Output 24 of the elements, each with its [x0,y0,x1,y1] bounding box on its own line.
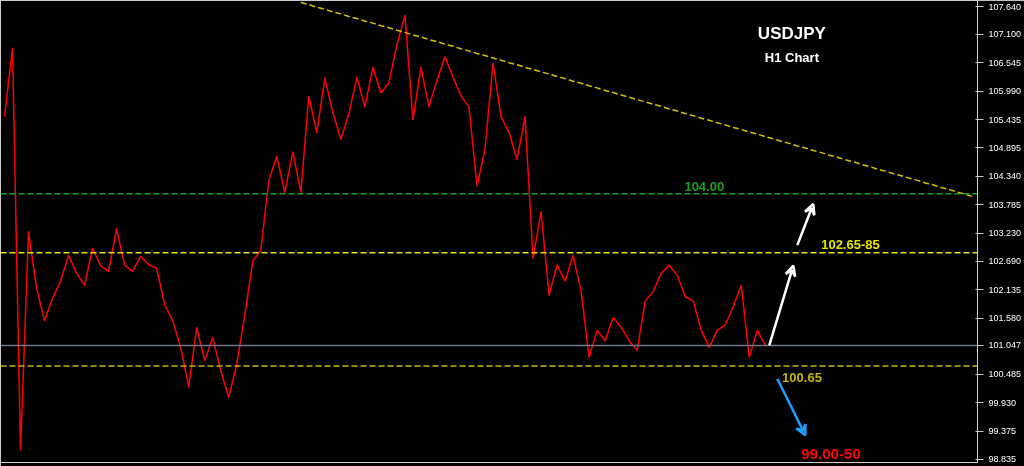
y-tick-label: 99.930 [988,397,1017,408]
y-tick-label: 103.230 [988,228,1022,239]
y-tick-label: 106.545 [988,57,1022,68]
text: H1 Chart [764,49,820,65]
y-tick-label: 107.640 [988,1,1022,12]
y-tick-label: 103.785 [988,199,1022,210]
y-tick-label: 98.835 [988,454,1017,465]
y-tick-label: 102.135 [988,284,1022,295]
y-tick-label: 99.375 [988,426,1017,437]
annotation: 99.00-50 [801,444,861,462]
ref-line-label: 104.00 [684,178,725,194]
y-tick-label: 104.895 [988,142,1022,153]
text: USDJPY [757,23,827,43]
ref-line-label: 100.65 [782,369,822,385]
line-series [300,1,975,198]
y-tick-label: 101.580 [988,313,1022,324]
y-tick-label: 105.990 [988,86,1022,97]
y-tick-label: 104.340 [988,171,1022,182]
y-tick-label: 105.435 [988,114,1022,125]
annotation: 102.65-85 [821,236,880,252]
y-tick-label: 107.100 [988,29,1022,40]
y-tick-label: 102.690 [988,256,1022,267]
y-tick-label: 101.047 [988,340,1022,351]
y-tick-label: 100.485 [988,369,1022,380]
